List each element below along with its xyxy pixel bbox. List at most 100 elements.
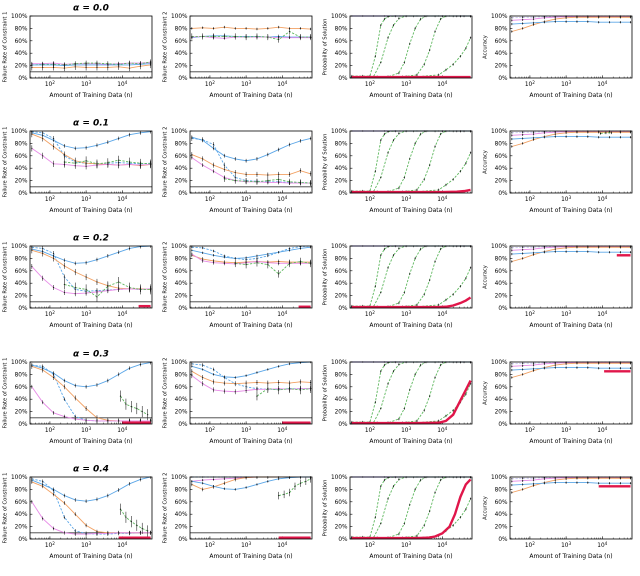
figure-cell-r3-c0: α = 0.3 102 103 104 0% 20% 40% 60% 80% 100% Amount… xyxy=(0,345,160,461)
y-axis-label: Probability of Solution xyxy=(323,364,329,421)
y-tick-label: 40% xyxy=(15,51,28,57)
series-green-dashed xyxy=(63,277,152,303)
y-tick-label: 0% xyxy=(338,306,348,312)
y-tick-label: 100% xyxy=(491,14,508,20)
y-axis-label: Accuracy xyxy=(483,35,489,59)
series-green-dashed xyxy=(223,175,312,187)
y-tick-label: 0% xyxy=(178,76,188,82)
axes-frame xyxy=(189,130,313,194)
y-tick-label: 80% xyxy=(15,257,28,263)
y-tick-label: 100% xyxy=(11,244,28,250)
figure-cell-r3-c3: 102 103 104 0% 20% 40% 60% 80% 100% Amount of Tra… xyxy=(480,345,640,461)
y-tick-label: 80% xyxy=(175,26,188,32)
x-axis-label: Amount of Training Data (n) xyxy=(369,322,452,329)
x-tick-label: 104 xyxy=(277,426,287,434)
x-tick-label: 104 xyxy=(437,80,447,88)
subplot-r3-c0: α = 0.3 102 103 104 0% 20% 40% 60% 80% 100% Amount… xyxy=(0,345,160,461)
x-tick-label: 103 xyxy=(561,80,571,88)
series-green-dashed xyxy=(119,390,149,420)
subplot-r0-c3: 102 103 104 0% 20% 40% 60% 80% 100% Amount of Tra… xyxy=(480,0,640,116)
x-tick-label: 102 xyxy=(205,80,215,88)
subplot-r4-c3: 102 103 104 0% 20% 40% 60% 80% 100% Amount of Tra… xyxy=(480,460,640,576)
x-tick-label: 104 xyxy=(117,80,127,88)
y-tick-label: 80% xyxy=(175,487,188,493)
series-violet xyxy=(31,499,152,536)
x-axis-label: Amount of Training Data (n) xyxy=(529,553,612,560)
y-tick-label: 100% xyxy=(11,14,28,20)
x-tick-label: 104 xyxy=(117,195,127,203)
x-tick-label: 102 xyxy=(365,80,375,88)
y-tick-label: 60% xyxy=(175,154,188,160)
y-axis-label: Failure Rate of Constraint 1 xyxy=(3,12,9,83)
series-violet xyxy=(31,384,152,423)
series-blue xyxy=(511,135,632,141)
figure-cell-r0-c0: α = 0.0 102 103 104 0% 20% 40% 60% 80% 100% Amount… xyxy=(0,0,160,116)
x-tick-label: 103 xyxy=(401,80,411,88)
y-tick-label: 60% xyxy=(15,269,28,275)
figure-cell-r4-c3: 102 103 104 0% 20% 40% 60% 80% 100% Amount of Tra… xyxy=(480,460,640,576)
axes-frame xyxy=(349,476,473,540)
subplot-r0-c2: 102 103 104 0% 20% 40% 60% 80% 100% Amount of Tra… xyxy=(320,0,480,116)
figure-cell-r1-c1: 102 103 104 0% 20% 40% 60% 80% 100% Amount of Tra… xyxy=(160,115,320,231)
row-title: α = 0.2 xyxy=(73,234,109,244)
x-tick-label: 103 xyxy=(401,310,411,318)
y-axis-label: Failure Rate of Constraint 1 xyxy=(3,127,9,198)
y-tick-label: 20% xyxy=(15,64,28,70)
x-tick-label: 103 xyxy=(401,195,411,203)
y-tick-label: 60% xyxy=(495,500,508,506)
subplot-r4-c1: 102 103 104 0% 20% 40% 60% 80% 100% Amount of Tra… xyxy=(160,460,320,576)
x-tick-label: 104 xyxy=(437,195,447,203)
y-tick-label: 40% xyxy=(335,282,348,288)
series-green-dashed xyxy=(63,155,152,169)
axes-frame xyxy=(509,15,633,79)
x-tick-label: 103 xyxy=(241,195,251,203)
y-tick-label: 60% xyxy=(335,39,348,45)
x-tick-label: 102 xyxy=(205,541,215,549)
x-tick-label: 102 xyxy=(45,310,55,318)
y-tick-label: 40% xyxy=(495,166,508,172)
y-tick-label: 0% xyxy=(18,306,28,312)
axes-frame xyxy=(189,361,313,424)
y-tick-label: 40% xyxy=(175,282,188,288)
figure-cell-r2-c1: 102 103 104 0% 20% 40% 60% 80% 100% Amount of Tra… xyxy=(160,230,320,346)
y-tick-label: 40% xyxy=(15,397,28,403)
x-tick-label: 104 xyxy=(277,541,287,549)
y-tick-label: 80% xyxy=(175,142,188,148)
y-tick-label: 0% xyxy=(338,537,348,543)
series-blue xyxy=(31,131,152,151)
row-title: α = 0.3 xyxy=(73,349,109,359)
series-blue xyxy=(511,365,632,371)
y-tick-label: 40% xyxy=(495,51,508,57)
series-blue xyxy=(511,20,632,26)
figure-cell-r2-c0: α = 0.2 102 103 104 0% 20% 40% 60% 80% 100% Amount… xyxy=(0,230,160,346)
y-tick-label: 80% xyxy=(15,487,28,493)
y-tick-label: 80% xyxy=(335,487,348,493)
series-green-dashed xyxy=(256,383,312,400)
y-tick-label: 60% xyxy=(335,500,348,506)
y-tick-label: 80% xyxy=(175,372,188,378)
y-tick-label: 0% xyxy=(498,422,508,428)
y-tick-label: 60% xyxy=(495,269,508,275)
x-tick-label: 102 xyxy=(205,195,215,203)
y-tick-label: 20% xyxy=(495,179,508,185)
x-tick-label: 102 xyxy=(525,541,535,549)
y-axis-label: Accuracy xyxy=(483,150,489,174)
axes-frame xyxy=(509,476,633,540)
y-tick-label: 20% xyxy=(175,524,188,530)
axes-frame xyxy=(29,245,153,309)
x-tick-label: 104 xyxy=(117,310,127,318)
x-axis-label: Amount of Training Data (n) xyxy=(209,207,292,214)
y-tick-label: 100% xyxy=(491,475,508,481)
y-tick-label: 0% xyxy=(178,537,188,543)
y-tick-label: 80% xyxy=(15,142,28,148)
y-tick-label: 20% xyxy=(335,179,348,185)
series-orange xyxy=(31,61,152,72)
y-tick-label: 80% xyxy=(495,26,508,32)
series-red xyxy=(351,379,472,424)
x-axis-label: Amount of Training Data (n) xyxy=(369,553,452,560)
x-tick-label: 104 xyxy=(437,541,447,549)
subplot-r3-c3: 102 103 104 0% 20% 40% 60% 80% 100% Amount of Tra… xyxy=(480,345,640,461)
y-tick-label: 100% xyxy=(331,129,348,135)
axes-frame xyxy=(349,130,473,194)
y-tick-label: 100% xyxy=(491,129,508,135)
